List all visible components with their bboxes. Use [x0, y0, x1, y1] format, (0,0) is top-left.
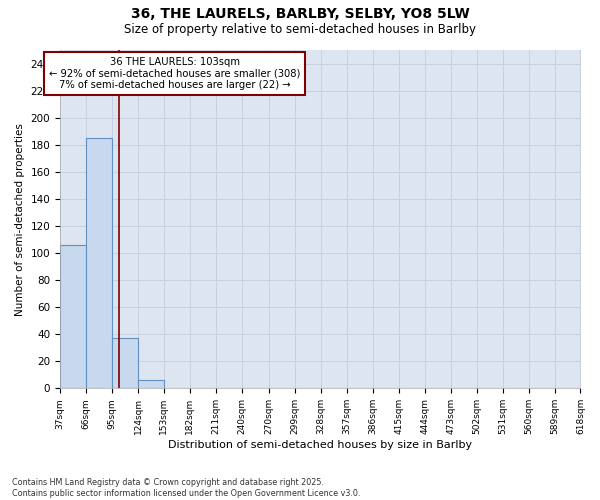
- Text: Contains HM Land Registry data © Crown copyright and database right 2025.
Contai: Contains HM Land Registry data © Crown c…: [12, 478, 361, 498]
- Bar: [86, 138, 112, 388]
- Text: 36, THE LAURELS, BARLBY, SELBY, YO8 5LW: 36, THE LAURELS, BARLBY, SELBY, YO8 5LW: [131, 8, 469, 22]
- Bar: [138, 380, 164, 388]
- Y-axis label: Number of semi-detached properties: Number of semi-detached properties: [15, 122, 25, 316]
- Bar: [112, 338, 138, 388]
- X-axis label: Distribution of semi-detached houses by size in Barlby: Distribution of semi-detached houses by …: [168, 440, 472, 450]
- Text: Size of property relative to semi-detached houses in Barlby: Size of property relative to semi-detach…: [124, 22, 476, 36]
- Text: 36 THE LAURELS: 103sqm
← 92% of semi-detached houses are smaller (308)
7% of sem: 36 THE LAURELS: 103sqm ← 92% of semi-det…: [49, 57, 300, 90]
- Bar: [60, 245, 86, 388]
